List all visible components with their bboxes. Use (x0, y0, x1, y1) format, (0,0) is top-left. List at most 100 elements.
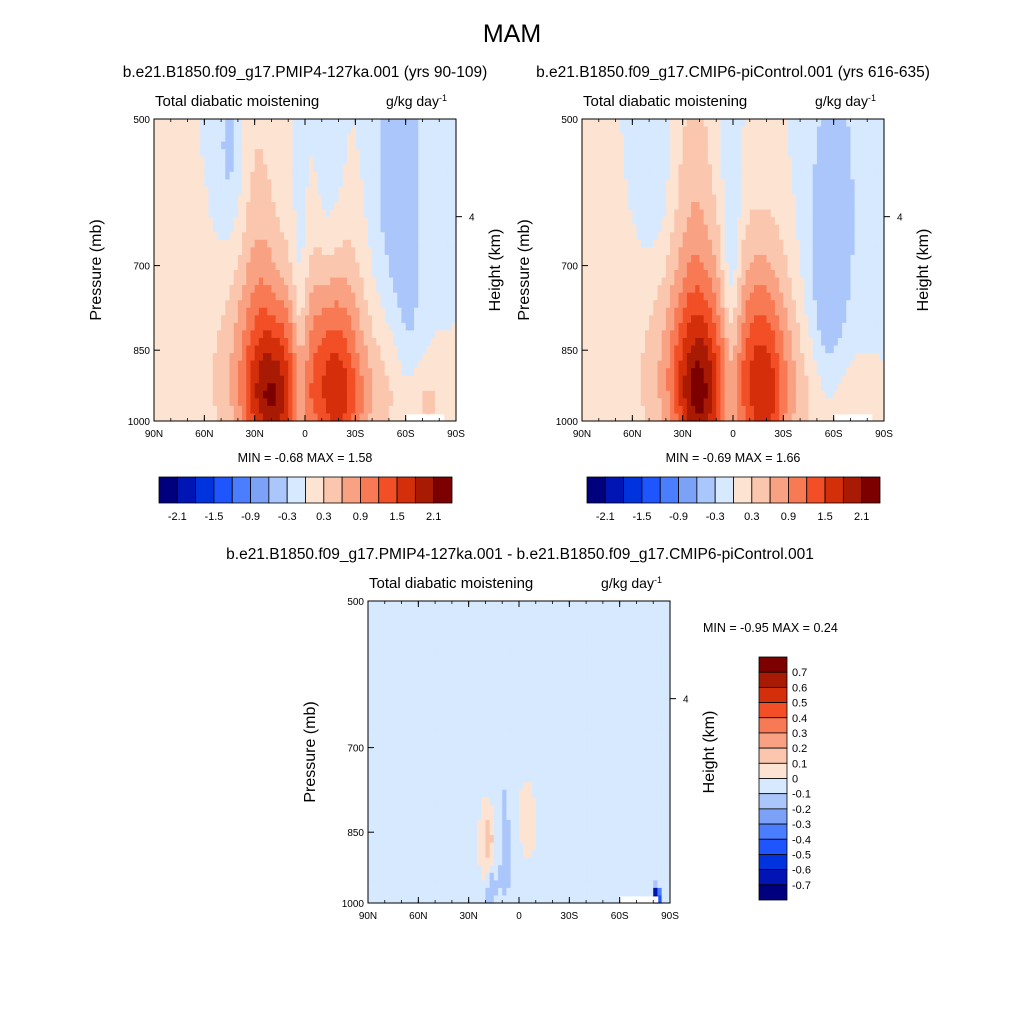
panel-a-cell (158, 164, 163, 173)
panel-a-cell (267, 300, 273, 309)
panel-a-cell (246, 383, 252, 392)
panel-a-cell (225, 315, 231, 324)
panel-a-cell (376, 141, 382, 150)
panel-a-cell (162, 307, 168, 316)
panel-a-cell (325, 141, 331, 150)
panel-b-cell (758, 119, 763, 128)
panel-a-cell (200, 119, 205, 128)
panel-a-cell (212, 292, 218, 301)
panel-a-cell (200, 209, 205, 218)
panel-a-cell (208, 126, 214, 135)
panel-b-cell (653, 119, 659, 128)
panel-a-cell (170, 390, 176, 399)
panel-b-cell (850, 254, 856, 264)
panel-b-cell (795, 247, 801, 256)
panel-b-cell (695, 156, 701, 165)
panel-a-y-tick-label: 700 (133, 262, 150, 273)
panel-a-cell (229, 405, 235, 415)
panel-a-cell (321, 134, 327, 143)
panel-a-cell (451, 405, 457, 415)
panel-a-cell (279, 300, 285, 309)
panel-b-cell (791, 247, 797, 256)
panel-a-cell (229, 186, 235, 196)
panel-a-cell (418, 375, 424, 384)
panel-b-cell (661, 254, 667, 264)
panel-b-cell (779, 141, 784, 150)
panel-a-cell (183, 141, 189, 150)
panel-a-cell (409, 307, 415, 316)
panel-b-cell (657, 285, 663, 294)
panel-a-cell (170, 194, 176, 203)
panel-a-cell (418, 277, 424, 286)
panel-b-cell (636, 156, 642, 165)
panel-a-cell (397, 413, 403, 422)
panel-b-cell (712, 141, 717, 150)
panel-a-cell (359, 405, 365, 415)
panel-a-cell (363, 224, 369, 233)
panel-a-cell (242, 270, 247, 279)
panel-b-cell (816, 149, 822, 158)
panel-a-cell (355, 194, 361, 203)
panel-a-cell (242, 322, 247, 331)
panel-b-cell (787, 194, 793, 203)
panel-a-cell (254, 315, 260, 324)
panel-a-cell (451, 247, 457, 256)
panel-b-cell (590, 171, 596, 180)
panel-a-cell (267, 164, 273, 173)
panel-a-cell (267, 232, 273, 241)
panel-a-cell (334, 405, 340, 415)
panel-a-cell (183, 254, 189, 264)
panel-b-cell (871, 164, 877, 173)
panel-b-cell (703, 277, 709, 286)
panel-b-cell (640, 186, 646, 196)
panel-a-cell (279, 119, 285, 128)
panel-a-cell (346, 285, 352, 294)
panel-a-cell (288, 337, 294, 347)
panel-a-cell (372, 270, 377, 279)
panel-a-cell (158, 202, 163, 211)
panel-b-cell (661, 232, 667, 241)
panel-b-cell (590, 285, 596, 294)
panel-a-cell (443, 398, 449, 407)
panel-b-cell (737, 194, 742, 203)
panel-b-cell (871, 194, 877, 203)
panel-b-cell (800, 292, 805, 301)
panel-b-cell (699, 179, 705, 188)
panel-b-cell (682, 254, 688, 264)
panel-b-cell (598, 179, 604, 188)
panel-b-cell (636, 126, 642, 135)
panel-a-cell (221, 164, 226, 173)
panel-b-cell (619, 171, 625, 180)
panel-a-cell (363, 209, 369, 218)
panel-a-cell (246, 375, 252, 384)
panel-b-cell (737, 126, 742, 135)
panel-a-cell (422, 375, 428, 384)
panel-b-cell (787, 292, 793, 301)
panel-a-cell (405, 360, 411, 369)
panel-a-cell (179, 156, 184, 165)
panel-a-cell (275, 194, 281, 203)
panel-b-cell (808, 224, 814, 233)
panel-a-cell (330, 330, 335, 339)
panel-b-cell (636, 254, 642, 264)
panel-a-cell (229, 156, 235, 165)
panel-a-units: g/kg day (386, 93, 439, 109)
panel-b-cell (863, 292, 868, 301)
panel-a-cell (154, 164, 159, 173)
panel-a-cell (233, 405, 239, 415)
panel-a-cell (208, 383, 214, 392)
panel-a-cell (317, 383, 323, 392)
panel-a-cell (216, 141, 222, 150)
panel-b-cell (611, 209, 617, 218)
panel-a-cell (363, 262, 369, 271)
panel-b-cell (682, 202, 688, 211)
panel-b-cell (586, 141, 591, 150)
panel-a-cell (443, 171, 449, 180)
panel-a-cell (158, 217, 163, 226)
panel-b-cell (745, 307, 751, 316)
panel-a-cell (309, 262, 314, 271)
panel-a-cell (271, 247, 277, 256)
panel-a-cell (267, 390, 273, 399)
panel-b-cell (787, 247, 793, 256)
panel-a-cell (447, 247, 453, 256)
